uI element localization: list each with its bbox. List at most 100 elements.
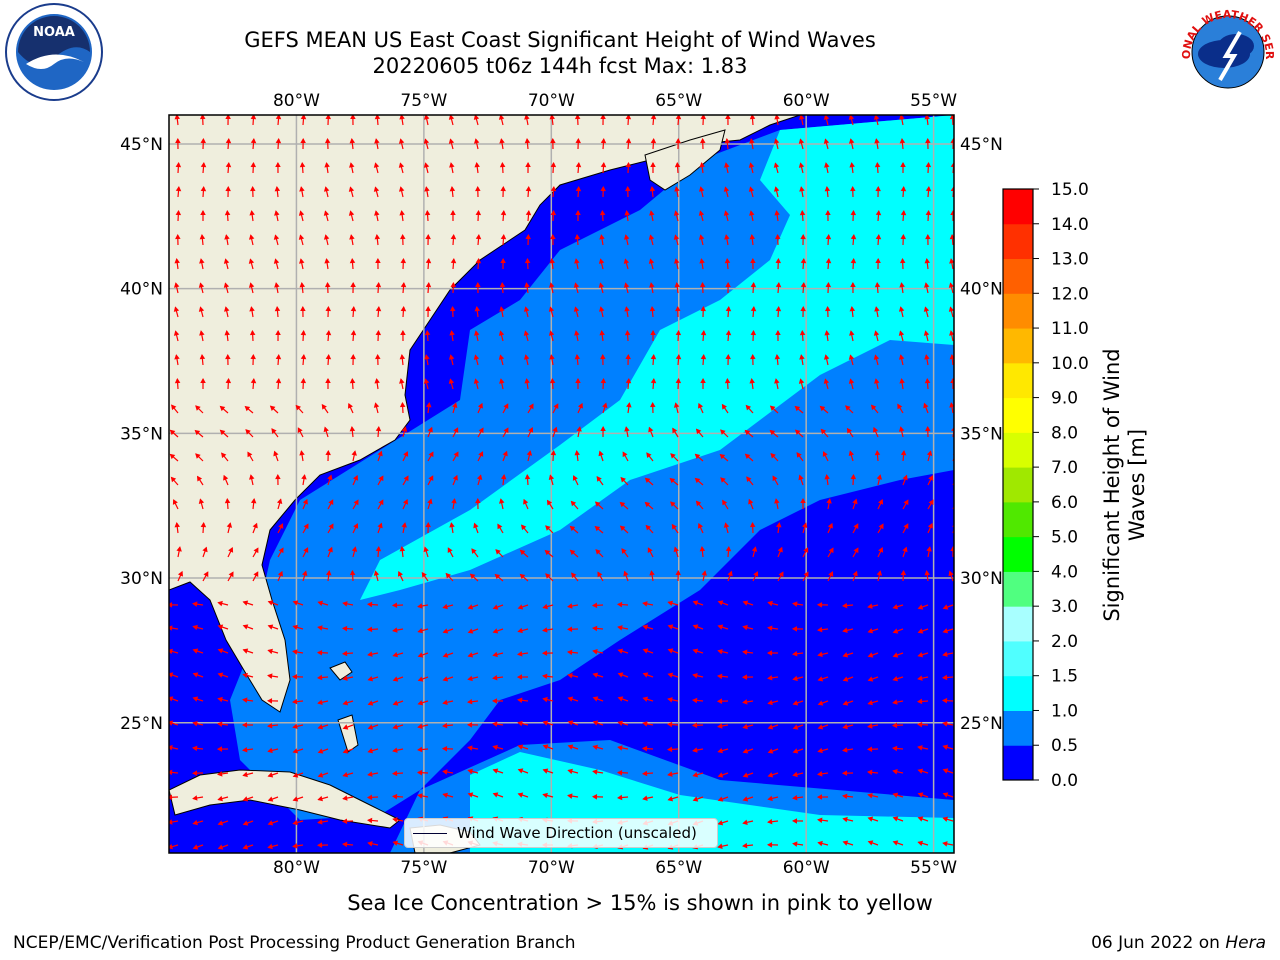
wave-arrow	[817, 771, 829, 777]
wave-arrow	[475, 281, 481, 294]
wave-arrow	[916, 721, 929, 728]
wave-arrow	[750, 257, 756, 270]
wave-arrow	[842, 627, 854, 633]
wave-arrow	[199, 330, 205, 342]
wave-arrow	[899, 115, 905, 126]
wave-arrow	[525, 161, 531, 174]
wave-arrow	[271, 428, 279, 438]
wave-arrow	[377, 450, 383, 462]
legend-line-icon	[413, 832, 447, 834]
wave-arrow	[550, 209, 557, 222]
wave-arrow	[724, 257, 731, 270]
wave-arrow	[477, 427, 484, 438]
wave-arrow	[500, 474, 507, 486]
wave-arrow	[673, 210, 680, 222]
lon-label-top-5: 55°W	[910, 91, 957, 111]
wave-arrow	[642, 721, 654, 727]
wave-arrow	[877, 523, 884, 534]
wave-arrow	[226, 522, 233, 534]
wave-arrow	[399, 546, 406, 558]
wave-arrow	[900, 209, 907, 222]
wave-arrow	[524, 473, 531, 486]
wave-arrow	[642, 672, 654, 678]
wave-arrow	[499, 306, 505, 318]
wave-arrow	[824, 186, 831, 198]
wave-arrow	[448, 115, 455, 126]
wave-arrow	[699, 162, 705, 174]
wave-arrow	[799, 209, 806, 222]
wave-arrow	[850, 233, 857, 246]
wave-arrow	[502, 427, 509, 438]
lat-label-right-1: 40°N	[960, 280, 1003, 300]
wave-arrow	[521, 524, 529, 534]
wave-arrow	[777, 571, 784, 582]
wave-arrow	[852, 547, 859, 558]
wave-arrow	[374, 138, 380, 150]
wave-arrow	[448, 354, 455, 366]
wave-arrow	[448, 138, 455, 150]
wave-arrow	[548, 306, 555, 318]
wave-arrow	[300, 305, 306, 318]
wave-arrow	[699, 137, 706, 150]
wave-arrow	[291, 674, 304, 680]
wave-arrow	[416, 769, 429, 776]
wave-arrow	[517, 768, 529, 774]
wave-arrow	[598, 258, 605, 270]
wave-arrow	[275, 115, 282, 126]
wave-arrow	[942, 651, 954, 657]
wave-arrow	[748, 186, 755, 198]
wave-arrow	[424, 209, 431, 222]
wave-arrow	[549, 282, 555, 294]
wave-arrow	[202, 546, 208, 558]
wave-arrow	[173, 282, 180, 294]
wave-arrow	[367, 841, 379, 847]
wave-arrow	[195, 405, 204, 414]
noaa-logo-icon: NOAA	[5, 3, 103, 101]
wave-arrow	[799, 354, 805, 366]
wave-arrow	[317, 819, 329, 825]
wave-arrow	[242, 796, 254, 802]
wave-arrow	[502, 450, 508, 462]
wave-arrow	[599, 209, 606, 222]
wave-arrow	[694, 453, 704, 462]
wave-arrow	[917, 792, 929, 798]
wave-arrow	[648, 426, 654, 438]
wave-arrow	[867, 603, 879, 609]
wave-arrow	[424, 354, 430, 366]
wave-arrow	[827, 522, 833, 534]
wave-arrow	[327, 499, 334, 510]
wave-arrow	[667, 648, 679, 654]
wave-arrow	[300, 377, 307, 390]
wave-arrow	[600, 137, 607, 150]
wave-arrow	[927, 475, 934, 486]
wave-arrow	[694, 477, 704, 486]
wave-arrow	[892, 816, 904, 822]
wave-arrow	[317, 600, 329, 606]
wave-arrow	[267, 722, 279, 729]
wave-arrow	[417, 603, 429, 609]
wave-arrow	[774, 115, 780, 126]
wave-arrow	[624, 329, 631, 342]
wave-arrow	[917, 628, 929, 634]
wave-arrow	[516, 674, 529, 680]
lon-label-top-1: 75°W	[400, 91, 447, 111]
wave-arrow	[949, 258, 954, 270]
wave-arrow	[750, 353, 756, 366]
wave-arrow	[867, 792, 879, 799]
wave-arrow	[527, 427, 534, 438]
wave-arrow	[342, 771, 354, 778]
wave-arrow	[819, 405, 829, 414]
wave-arrow	[874, 449, 881, 462]
wave-arrow	[942, 628, 954, 634]
wave-arrow	[174, 115, 181, 126]
noaa-logo-text: NOAA	[33, 25, 75, 40]
wave-arrow	[425, 233, 431, 246]
wave-arrow	[867, 769, 879, 776]
wave-arrow	[366, 626, 379, 633]
wave-arrow	[817, 817, 829, 823]
wave-arrow	[817, 626, 829, 633]
wave-arrow	[898, 330, 905, 342]
wave-arrow	[817, 840, 829, 847]
wave-arrow	[217, 624, 229, 630]
wave-arrow	[717, 843, 729, 849]
